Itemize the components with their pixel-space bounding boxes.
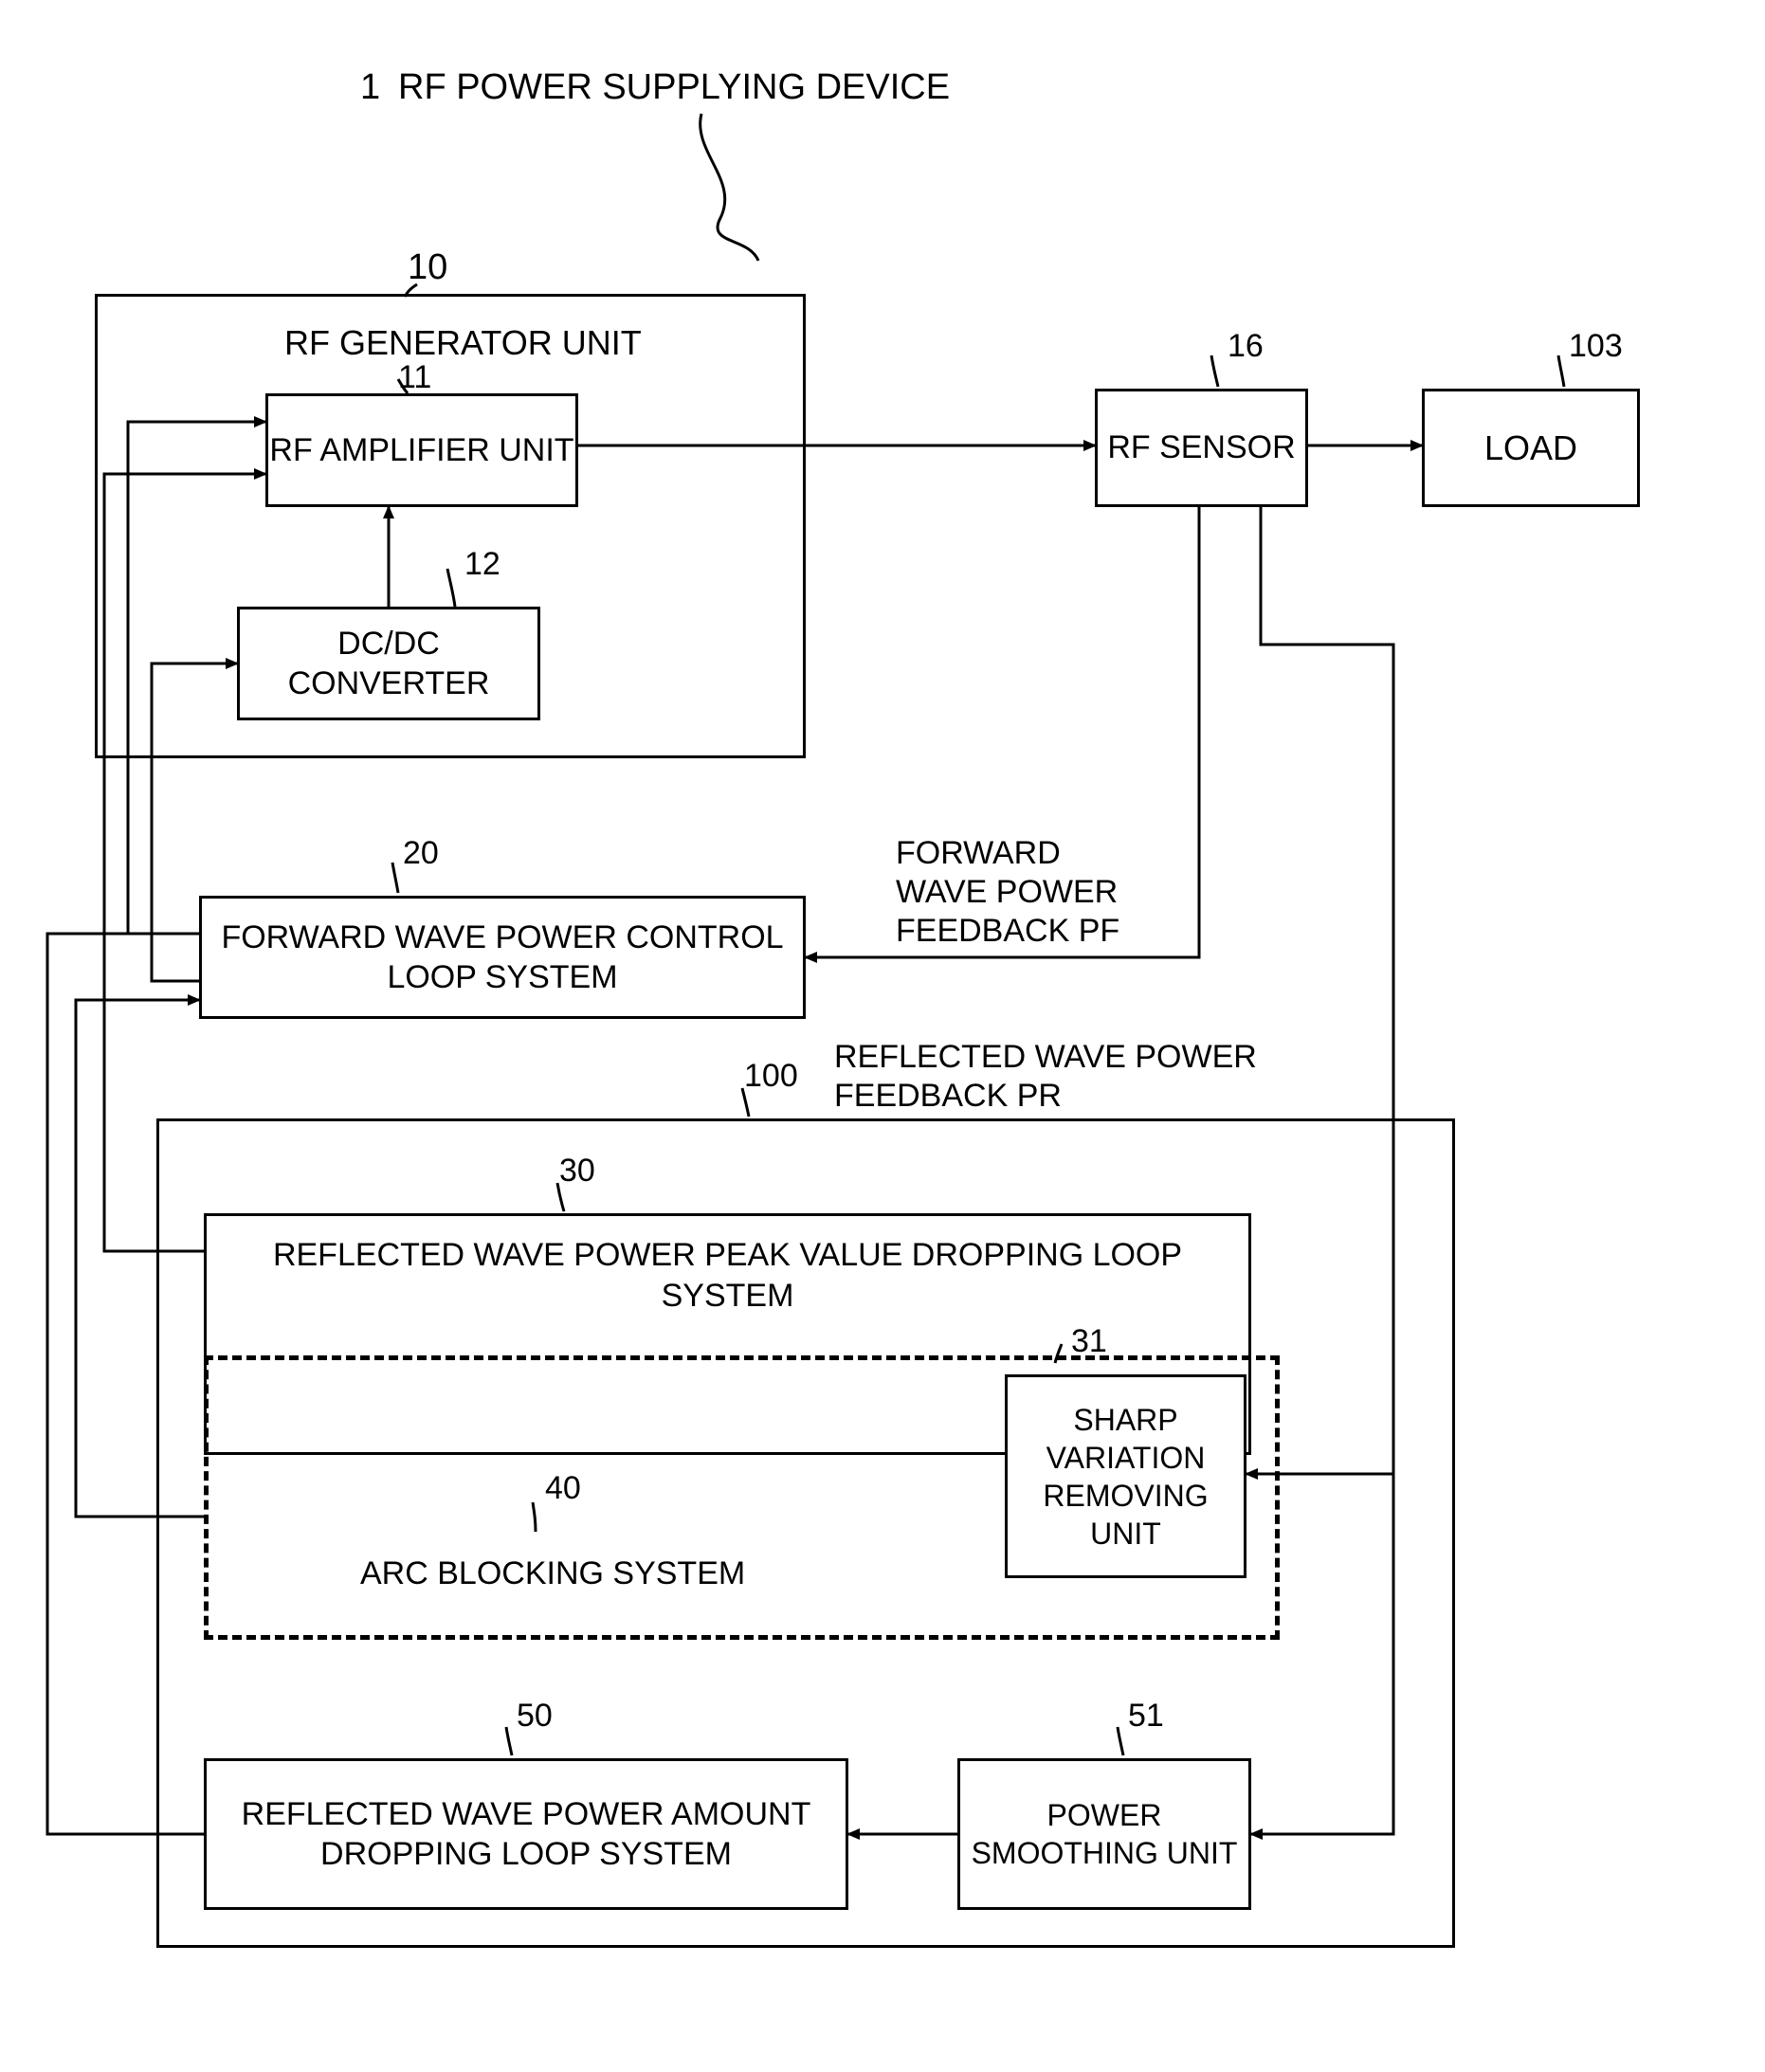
title-ref: 1 — [360, 66, 380, 110]
amount-loop-ref: 50 — [517, 1697, 553, 1736]
rf-amplifier-block: RF AMPLIFIER UNIT — [265, 393, 578, 507]
title-text: RF POWER SUPPLYING DEVICE — [398, 66, 950, 110]
load-block: LOAD — [1422, 389, 1640, 507]
forward-loop-ref: 20 — [403, 834, 439, 873]
rf-sensor-label: RF SENSOR — [1107, 427, 1295, 468]
smoothing-ref: 51 — [1128, 1697, 1164, 1736]
reflected-group-ref: 100 — [744, 1057, 798, 1096]
sharp-block: SHARP VARIATION REMOVING UNIT — [1005, 1374, 1246, 1578]
rf-generator-ref: 10 — [408, 246, 447, 290]
arc-ref: 40 — [545, 1469, 581, 1508]
pf-edge-label: FORWARD WAVE POWER FEEDBACK PF — [896, 834, 1119, 950]
forward-loop-label: FORWARD WAVE POWER CONTROL LOOP SYSTEM — [202, 918, 803, 998]
arc-label: ARC BLOCKING SYSTEM — [360, 1554, 745, 1593]
sharp-ref: 31 — [1071, 1322, 1107, 1361]
rf-sensor-block: RF SENSOR — [1095, 389, 1308, 507]
amount-loop-label: REFLECTED WAVE POWER AMOUNT DROPPING LOO… — [207, 1794, 846, 1875]
sharp-label: SHARP VARIATION REMOVING UNIT — [1008, 1401, 1244, 1553]
sensor-ref-leader — [1211, 355, 1218, 387]
edge-amount-fwd2 — [47, 934, 128, 957]
load-ref: 103 — [1569, 327, 1623, 366]
dcdc-label: DC/DC CONVERTER — [240, 624, 537, 704]
forward-loop-block: FORWARD WAVE POWER CONTROL LOOP SYSTEM — [199, 896, 806, 1019]
rf-generator-label: RF GENERATOR UNIT — [284, 322, 642, 363]
rf-amplifier-label: RF AMPLIFIER UNIT — [269, 430, 573, 471]
rf-amplifier-ref: 11 — [398, 358, 431, 397]
reflected-group-label: REFLECTED WAVE POWER FEEDBACK PR — [834, 1038, 1257, 1116]
rf-sensor-ref: 16 — [1228, 327, 1264, 366]
load-label: LOAD — [1484, 427, 1577, 469]
amount-loop-block: REFLECTED WAVE POWER AMOUNT DROPPING LOO… — [204, 1758, 848, 1910]
dcdc-ref: 12 — [464, 545, 500, 584]
dcdc-block: DC/DC CONVERTER — [237, 607, 540, 720]
smoothing-block: POWER SMOOTHING UNIT — [957, 1758, 1251, 1910]
smoothing-label: POWER SMOOTHING UNIT — [960, 1796, 1248, 1872]
title-leader — [701, 114, 758, 261]
fwd-ref-leader — [392, 863, 398, 893]
load-ref-leader — [1558, 355, 1564, 387]
peak-loop-label: REFLECTED WAVE POWER PEAK VALUE DROPPING… — [207, 1235, 1248, 1316]
peak-loop-ref: 30 — [559, 1152, 595, 1190]
